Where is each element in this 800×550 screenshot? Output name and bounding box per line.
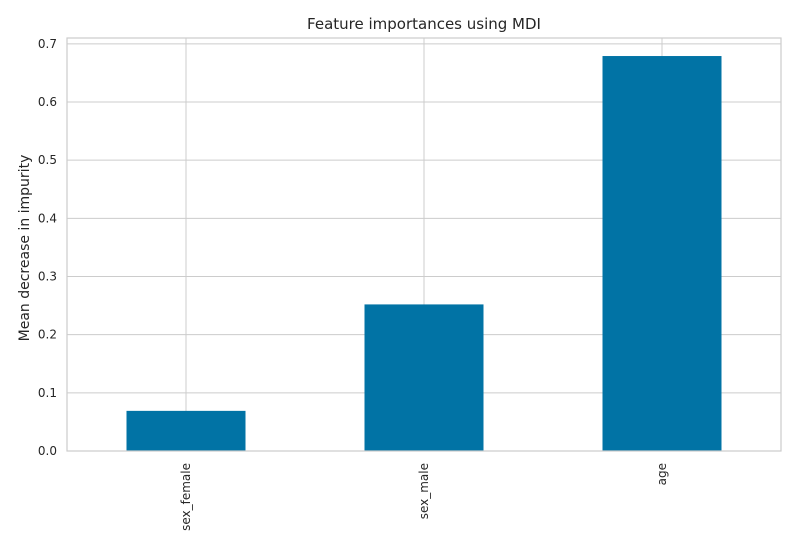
y-axis-label: Mean decrease in impurity bbox=[17, 155, 33, 342]
y-tick-label: 0.6 bbox=[38, 95, 57, 109]
y-tick-label: 0.4 bbox=[38, 211, 57, 225]
y-tick-label: 0.5 bbox=[38, 153, 57, 167]
y-tick-label: 0.2 bbox=[38, 328, 57, 342]
y-tick-label: 0.3 bbox=[38, 269, 57, 283]
x-tick-label: sex_male bbox=[417, 463, 431, 519]
bar-age bbox=[602, 56, 722, 451]
x-tick-label: age bbox=[655, 463, 669, 485]
y-tick-label: 0.7 bbox=[38, 37, 57, 51]
x-tick-labels: sex_female sex_male age bbox=[179, 463, 669, 531]
bar-sex-male bbox=[364, 304, 484, 451]
y-tick-label: 0.1 bbox=[38, 386, 57, 400]
chart-title: Feature importances using MDI bbox=[307, 15, 541, 33]
bars bbox=[126, 56, 722, 451]
bar-sex-female bbox=[126, 410, 246, 451]
y-tick-labels: 0.0 0.1 0.2 0.3 0.4 0.5 0.6 0.7 bbox=[38, 37, 57, 458]
plot-frame bbox=[66, 37, 782, 452]
x-tick-label: sex_female bbox=[179, 463, 193, 531]
y-tick-label: 0.0 bbox=[38, 444, 57, 458]
